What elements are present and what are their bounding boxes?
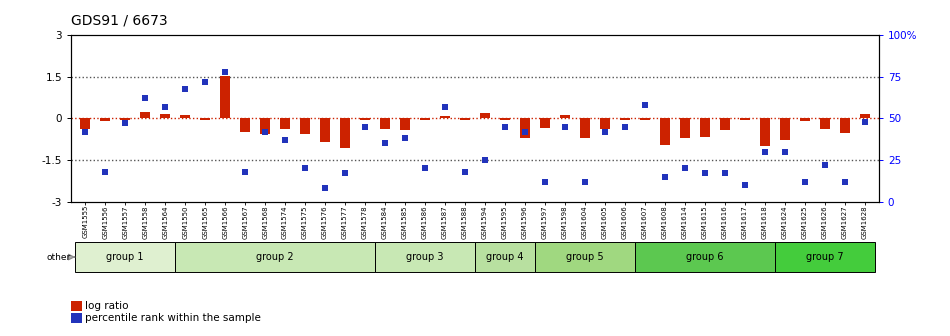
Text: group 1: group 1 [106,252,144,262]
Bar [540,119,550,128]
Point [317,185,332,191]
Bar [720,119,730,130]
FancyBboxPatch shape [75,242,175,272]
Point [78,129,93,134]
Bar [300,119,310,134]
Bar [800,119,809,121]
Point [158,104,173,110]
Text: percentile rank within the sample: percentile rank within the sample [85,313,260,323]
Point [578,179,593,184]
Bar [760,119,770,146]
Point [737,182,752,188]
Point [397,136,412,141]
Bar [520,119,530,138]
Bar [460,119,470,120]
Bar [121,119,130,120]
Point [457,169,472,174]
Text: group 5: group 5 [566,252,604,262]
Point [257,129,273,134]
Point [518,129,533,134]
Text: GDS91 / 6673: GDS91 / 6673 [71,13,168,28]
FancyBboxPatch shape [635,242,775,272]
Point [478,157,493,163]
Point [98,169,113,174]
Text: other: other [47,253,71,261]
Bar [860,114,870,119]
Bar [180,115,190,119]
Bar [580,119,590,138]
Bar [360,119,370,120]
Point [357,124,372,129]
Point [598,129,613,134]
FancyBboxPatch shape [535,242,635,272]
Point [777,149,792,155]
Point [198,79,213,85]
Point [618,124,633,129]
Text: group 3: group 3 [407,252,444,262]
Bar [440,116,450,119]
Point [757,149,772,155]
Point [817,162,832,168]
Bar [400,119,410,130]
Text: group 2: group 2 [256,252,294,262]
Bar [340,119,351,148]
Bar [420,119,430,120]
FancyBboxPatch shape [375,242,475,272]
Point [297,166,313,171]
Bar [560,115,570,119]
Point [637,102,653,108]
Point [377,141,392,146]
Point [857,119,872,124]
Bar [740,119,750,120]
Bar [220,76,230,119]
Point [558,124,573,129]
Text: group 6: group 6 [686,252,724,262]
Bar [820,119,829,129]
Point [238,169,253,174]
Bar [840,119,849,133]
Point [218,69,233,75]
Bar [599,119,610,129]
Point [277,137,293,143]
Point [797,179,812,184]
Bar [380,119,390,129]
FancyBboxPatch shape [175,242,375,272]
Bar [200,119,210,120]
FancyBboxPatch shape [775,242,875,272]
Point [498,124,513,129]
Bar [620,119,630,120]
Bar [640,119,650,120]
Point [677,166,693,171]
Bar [680,119,690,138]
Bar [780,119,789,140]
Point [697,171,712,176]
Point [417,166,432,171]
Bar [480,114,490,119]
Bar [280,119,290,129]
Bar [500,119,510,120]
Text: log ratio: log ratio [85,301,128,311]
Bar [101,119,110,121]
Bar [260,119,270,134]
Bar [80,119,90,129]
Bar [320,119,330,142]
Bar [660,119,670,145]
Text: group 7: group 7 [806,252,844,262]
FancyBboxPatch shape [475,242,535,272]
Point [178,86,193,91]
Point [837,179,852,184]
Point [717,171,732,176]
Bar [240,119,250,132]
Point [657,174,673,179]
Bar [161,114,170,119]
Point [138,96,153,101]
Point [538,179,553,184]
Point [337,171,352,176]
Point [437,104,452,110]
Point [118,121,133,126]
Bar [700,119,710,137]
Bar [141,112,150,119]
Text: group 4: group 4 [486,252,523,262]
